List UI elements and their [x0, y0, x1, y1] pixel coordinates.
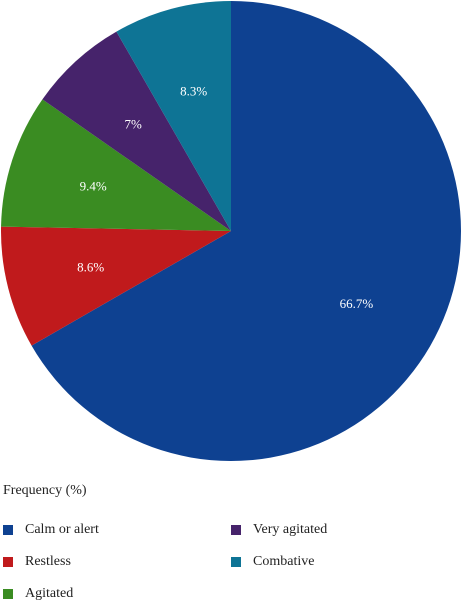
legend-swatch — [3, 589, 13, 599]
pie-chart: 66.7% 8.6% 9.4% 7% 8.3% — [0, 1, 461, 461]
pie-data-labels: 66.7% 8.6% 9.4% 7% 8.3% — [77, 83, 373, 311]
legend-swatch — [3, 557, 13, 567]
pie-slices — [0, 1, 461, 461]
data-label-combative: 8.3% — [180, 83, 207, 98]
legend-item-very-agitated: Very agitated — [231, 522, 327, 538]
pie-slice-restless — [0, 226, 231, 346]
legend-label: Combative — [253, 554, 315, 569]
legend-swatch — [3, 525, 13, 535]
data-label-calm-or-alert: 66.7% — [340, 296, 374, 311]
legend-label: Restless — [25, 554, 71, 569]
legend-item-combative: Combative — [231, 554, 314, 570]
legend-label: Very agitated — [253, 522, 328, 537]
legend-swatch — [231, 557, 241, 567]
legend-item-calm-or-alert: Calm or alert — [3, 522, 99, 538]
legend-label: Calm or alert — [25, 522, 99, 537]
data-label-agitated: 9.4% — [80, 179, 107, 194]
legend-item-agitated: Agitated — [3, 586, 73, 602]
data-label-very-agitated: 7% — [124, 117, 142, 132]
data-label-restless: 8.6% — [77, 260, 104, 275]
legend-label: Agitated — [25, 586, 74, 601]
pie-slice-calm-or-alert — [31, 1, 461, 461]
pie-slice-combative — [116, 1, 231, 231]
pie-slice-agitated — [1, 99, 231, 232]
legend-item-restless: Restless — [3, 554, 71, 570]
legend-title: Frequency (%) — [3, 483, 87, 498]
pie-slice-very-agitated — [42, 31, 232, 232]
legend-swatch — [231, 525, 241, 535]
